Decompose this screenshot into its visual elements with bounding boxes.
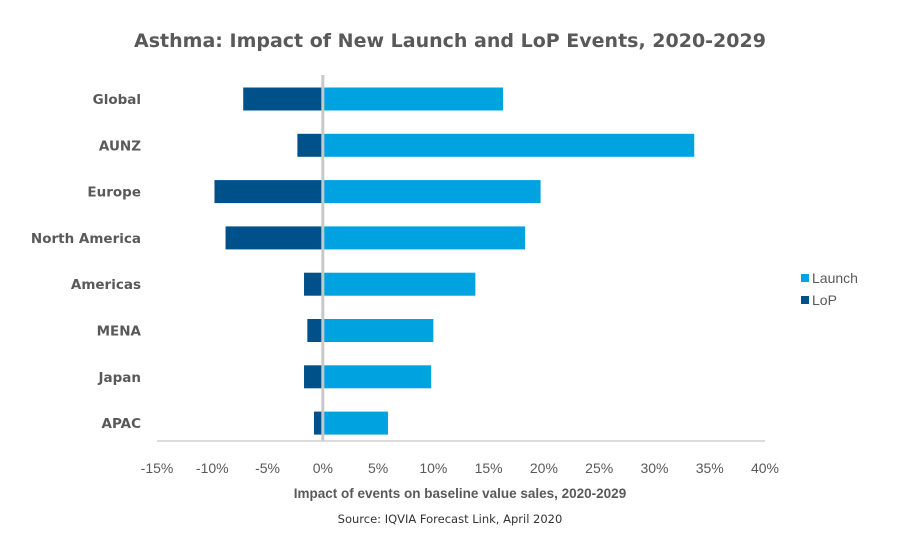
launch-bar-europe bbox=[322, 180, 541, 204]
x-tick-label: 35% bbox=[696, 460, 724, 476]
launch-bar-aunz bbox=[322, 133, 695, 157]
lop-bar-apac bbox=[313, 411, 323, 435]
category-label-north-america: North America bbox=[31, 231, 141, 247]
x-tick-label: 5% bbox=[368, 460, 388, 476]
x-tick-label: 40% bbox=[751, 460, 779, 476]
lop-bar-north-america bbox=[225, 226, 323, 250]
category-label-apac: APAC bbox=[102, 416, 142, 432]
x-tick-label: -5% bbox=[255, 460, 280, 476]
launch-bars bbox=[322, 87, 695, 435]
x-tick-label: -10% bbox=[196, 460, 229, 476]
legend-swatch-lop bbox=[801, 296, 809, 304]
lop-bar-aunz bbox=[297, 133, 323, 157]
lop-bars bbox=[214, 87, 323, 435]
launch-bar-north-america bbox=[322, 226, 526, 250]
lop-bar-global bbox=[243, 87, 323, 111]
lop-bar-americas bbox=[304, 272, 323, 296]
lop-bar-japan bbox=[304, 365, 323, 389]
legend-swatch-launch bbox=[801, 274, 809, 282]
x-tick-label: 10% bbox=[419, 460, 447, 476]
lop-bar-europe bbox=[214, 180, 323, 204]
category-label-europe: Europe bbox=[87, 185, 141, 201]
launch-bar-apac bbox=[322, 411, 389, 435]
category-label-mena: MENA bbox=[97, 324, 142, 340]
category-label-americas: Americas bbox=[71, 277, 141, 293]
chart-title: Asthma: Impact of New Launch and LoP Eve… bbox=[134, 30, 766, 52]
lop-bar-mena bbox=[307, 319, 323, 342]
launch-bar-japan bbox=[322, 365, 432, 389]
launch-bar-americas bbox=[322, 272, 476, 296]
legend: Launch LoP bbox=[801, 270, 858, 308]
x-tick-label: -15% bbox=[141, 460, 174, 476]
x-axis-label: Impact of events on baseline value sales… bbox=[294, 486, 626, 501]
category-label-aunz: AUNZ bbox=[99, 138, 141, 154]
x-tick-labels: -15% -10% -5% 0% 5% 10% 15% 20% 25% 30% 35% 40% bbox=[141, 460, 779, 476]
x-tick-label: 30% bbox=[640, 460, 668, 476]
legend-label-lop: LoP bbox=[812, 292, 837, 308]
x-tick-label: 15% bbox=[475, 460, 503, 476]
legend-label-launch: Launch bbox=[812, 270, 858, 286]
x-tick-label: 0% bbox=[313, 460, 333, 476]
x-tick-label: 20% bbox=[530, 460, 558, 476]
launch-bar-mena bbox=[322, 319, 434, 342]
x-tick-label: 25% bbox=[585, 460, 613, 476]
category-labels: Global AUNZ Europe North America Americas MEN… bbox=[31, 92, 142, 432]
category-label-global: Global bbox=[93, 92, 141, 108]
source-note: Source: IQVIA Forecast Link, April 2020 bbox=[337, 512, 563, 526]
launch-bar-global bbox=[322, 87, 504, 111]
category-label-japan: Japan bbox=[97, 370, 141, 386]
